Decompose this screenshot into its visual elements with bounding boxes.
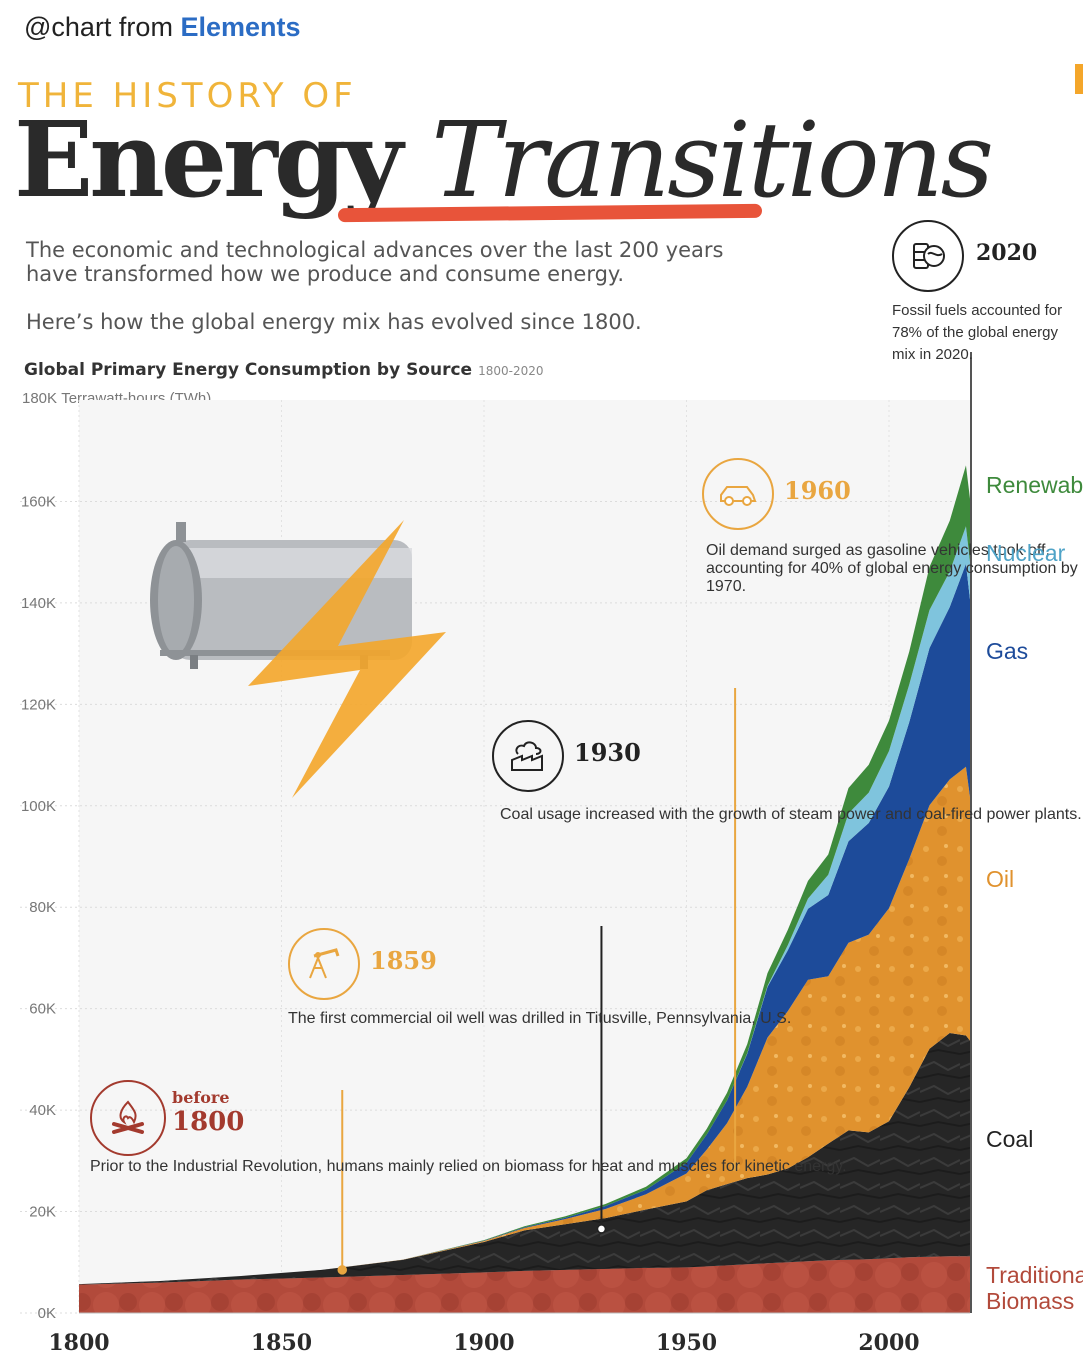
annotation-1960-header: 1960: [784, 476, 851, 505]
oil-pump-icon: [288, 928, 360, 1000]
annotation-1930-text: Coal usage increased with the growth of …: [500, 806, 1082, 823]
series-label-coal: Coal: [986, 1126, 1034, 1152]
title-kicker: THE HISTORY OF: [18, 76, 357, 116]
annotation-1930-year: 1930: [574, 738, 641, 767]
y-tick-label: 20K: [29, 1204, 56, 1221]
page-title: Energy Transitions: [14, 98, 994, 221]
handle-text: @chart from: [24, 12, 173, 42]
x-tick-label: 1900: [453, 1330, 514, 1356]
x-tick-label: 1800: [48, 1330, 109, 1356]
leader-dot-1930: [596, 1224, 607, 1234]
title-main: Energy: [14, 98, 403, 221]
annotation-2020-year: 2020: [976, 240, 1038, 266]
series-label-biomass: Traditional Biomass: [986, 1262, 1083, 1314]
series-label-renewables: Renewables: [986, 472, 1083, 498]
y-tick-label: 160K: [21, 493, 56, 510]
y-tick-label: 60K: [29, 1001, 56, 1018]
source-link[interactable]: Elements: [180, 12, 301, 42]
car-icon: [702, 458, 774, 530]
x-tick-label: 1950: [656, 1330, 717, 1356]
x-tick-label: 2000: [858, 1330, 919, 1356]
y-tick-label: 80K: [29, 899, 56, 916]
source-attribution: @chart from Elements: [24, 12, 301, 43]
intro-text: The economic and technological advances …: [26, 238, 724, 286]
y-tick-label: 40K: [29, 1102, 56, 1119]
area-texture-biomass: [79, 1256, 970, 1313]
annotation-1960-year: 1960: [784, 476, 851, 505]
series-label-nuclear: Nuclear: [986, 540, 1066, 566]
factory-icon: [492, 720, 564, 792]
annotation-1859-year: 1859: [370, 946, 437, 975]
annotation-1800-pre: before: [172, 1088, 230, 1107]
series-label-gas: Gas: [986, 638, 1029, 664]
annotation-2020-header: 2020: [976, 240, 1037, 266]
area-texture-coal: [79, 1033, 970, 1285]
chart-subtitle: 1800-2020: [478, 364, 544, 378]
annotation-1800-year: 1800: [172, 1107, 245, 1137]
annotation-2020-text: Fossil fuels accounted for 78% of the gl…: [892, 302, 1063, 363]
title-italic: Transitions: [431, 99, 994, 221]
y-top-label: 180K: [22, 390, 58, 407]
series-label-oil: Oil: [986, 866, 1015, 892]
annotation-1800-text: Prior to the Industrial Revolution, huma…: [90, 1158, 847, 1175]
y-tick-label: 0K: [38, 1305, 56, 1322]
annotation-leaders: [337, 688, 740, 1275]
lightning-icon: [248, 520, 446, 798]
y-tick-label: 120K: [21, 696, 56, 713]
y-tick-label: 140K: [21, 595, 56, 612]
accent-bar: [1075, 64, 1083, 94]
annotation-1930-header: 1930: [574, 738, 641, 767]
chart-title: Global Primary Energy Consumption by Sou…: [24, 360, 544, 380]
x-tick-label: 1850: [251, 1330, 312, 1356]
annotation-1859-header: 1859: [370, 946, 437, 975]
tick-layer: 0K 20K 40K 60K 80K 100K 120K 140K 160K 1800 1850 19…: [21, 352, 972, 1356]
area-layer: [79, 465, 970, 1313]
annotation-1960-text: Oil demand surged as gasoline vehicles t…: [706, 542, 1078, 595]
annotation-1859-text: The first commercial oil well was drille…: [288, 1010, 792, 1027]
annotation-1800-header: before 1800: [172, 1088, 244, 1137]
chart-title-text: Global Primary Energy Consumption by Sou…: [24, 360, 473, 380]
leader-dot-1960: [730, 1161, 740, 1172]
y-tick-label: 100K: [21, 798, 56, 815]
intro-text-2: Here’s how the global energy mix has evo…: [26, 310, 642, 334]
fuel-barrel-globe-icon: [892, 220, 964, 292]
campfire-icon: [90, 1080, 166, 1156]
leader-dot-1859: [337, 1265, 347, 1275]
area-texture-oil: [79, 766, 970, 1285]
